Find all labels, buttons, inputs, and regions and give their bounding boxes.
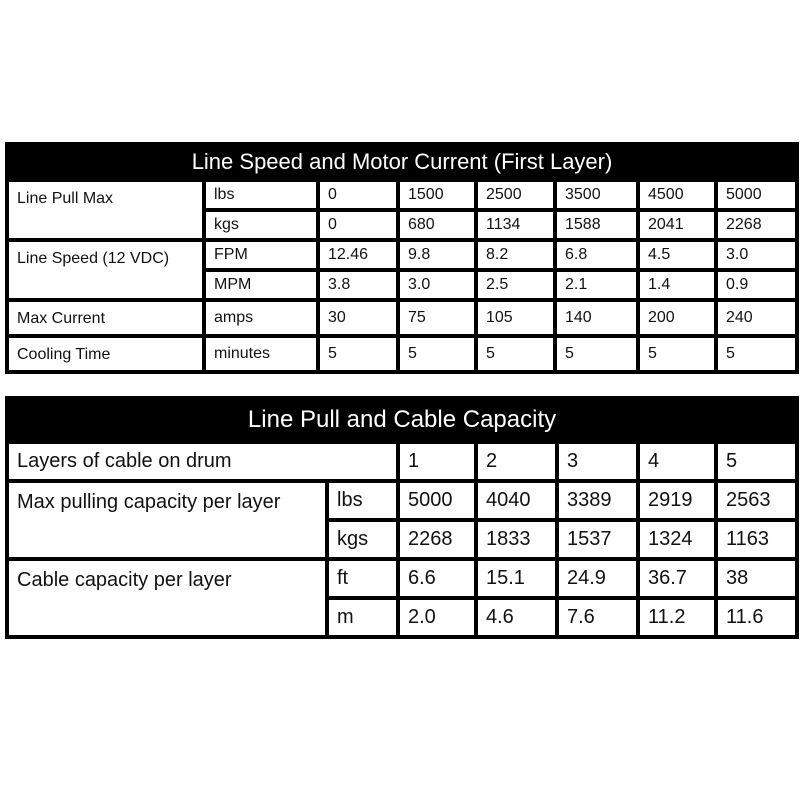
value-cell: 2268 — [713, 208, 800, 242]
table-row: Max Current amps 30 75 105 140 200 240 — [5, 298, 800, 338]
unit-cell: lbs — [202, 178, 320, 212]
row-label: Line Pull Max — [5, 178, 206, 242]
value-cell: 1833 — [474, 518, 559, 561]
value-cell: 2500 — [474, 178, 557, 212]
table-row: Max pulling capacity per layer lbs 5000 404… — [5, 479, 800, 561]
unit-cell: kgs — [202, 208, 320, 242]
value-cell: 12.46 — [316, 238, 400, 272]
table-row: Layers of cable on drum 1 2 3 4 5 — [5, 440, 800, 483]
table-row: Cable capacity per layer ft 6.6 15.1 24.9 36.… — [5, 557, 800, 639]
value-cell: 3500 — [553, 178, 640, 212]
line-speed-motor-current-table: Line Speed and Motor Current (First Laye… — [4, 142, 800, 374]
value-cell: 3.8 — [316, 268, 400, 302]
value-cell: 3.0 — [396, 268, 478, 302]
unit-cell: ft — [325, 557, 400, 600]
value-cell: 11.2 — [636, 596, 718, 639]
value-cell: 36.7 — [636, 557, 718, 600]
value-cell: 7.6 — [555, 596, 640, 639]
value-cell: 105 — [474, 298, 557, 338]
value-cell: 30 — [316, 298, 400, 338]
value-cell: 1588 — [553, 208, 640, 242]
value-cell: 9.8 — [396, 238, 478, 272]
value-cell: 15.1 — [474, 557, 559, 600]
layer-cell: 4 — [636, 440, 718, 483]
unit-cell: MPM — [202, 268, 320, 302]
value-cell: 1324 — [636, 518, 718, 561]
value-cell: 1500 — [396, 178, 478, 212]
value-cell: 3.0 — [713, 238, 800, 272]
value-cell: 3389 — [555, 479, 640, 522]
value-cell: 2041 — [636, 208, 718, 242]
value-cell: 5 — [713, 334, 800, 374]
row-label: Cable capacity per layer — [5, 557, 329, 639]
value-cell: 4.6 — [474, 596, 559, 639]
value-cell: 38 — [713, 557, 800, 600]
value-cell: 8.2 — [474, 238, 557, 272]
layer-cell: 1 — [396, 440, 478, 483]
table-row: Line Speed (12 VDC) FPM 12.46 9.8 8.2 6.8 4.5 3… — [5, 238, 800, 302]
value-cell: 5 — [316, 334, 400, 374]
value-cell: 4500 — [636, 178, 718, 212]
value-cell: 4.5 — [636, 238, 718, 272]
value-cell: 1163 — [713, 518, 800, 561]
value-cell: 24.9 — [555, 557, 640, 600]
value-cell: 240 — [713, 298, 800, 338]
table-title: Line Pull and Cable Capacity — [4, 396, 800, 444]
value-cell: 75 — [396, 298, 478, 338]
value-cell: 200 — [636, 298, 718, 338]
row-label: Line Speed (12 VDC) — [5, 238, 206, 302]
value-cell: 5 — [396, 334, 478, 374]
unit-cell: lbs — [325, 479, 400, 522]
table-title: Line Speed and Motor Current (First Laye… — [4, 142, 800, 182]
value-cell: 0 — [316, 208, 400, 242]
value-cell: 5 — [553, 334, 640, 374]
value-cell: 1537 — [555, 518, 640, 561]
value-cell: 2.0 — [396, 596, 478, 639]
value-cell: 5 — [474, 334, 557, 374]
layer-cell: 2 — [474, 440, 559, 483]
value-cell: 5000 — [396, 479, 478, 522]
unit-cell: FPM — [202, 238, 320, 272]
table-row: kgs 0 680 1134 1588 2041 2268 — [7, 208, 800, 242]
table-row: m 2.0 4.6 7.6 11.2 11.6 — [7, 596, 800, 639]
row-label: Max pulling capacity per layer — [5, 479, 329, 561]
layer-cell: 3 — [555, 440, 640, 483]
row-label: Max Current — [5, 298, 206, 338]
value-cell: 1.4 — [636, 268, 718, 302]
value-cell: 2.5 — [474, 268, 557, 302]
unit-cell: amps — [202, 298, 320, 338]
value-cell: 680 — [396, 208, 478, 242]
value-cell: 1134 — [474, 208, 557, 242]
table-row: Cooling Time minutes 5 5 5 5 5 5 — [5, 334, 800, 374]
value-cell: 11.6 — [713, 596, 800, 639]
value-cell: 2268 — [396, 518, 478, 561]
unit-cell: m — [325, 596, 400, 639]
value-cell: 0 — [316, 178, 400, 212]
value-cell: 4040 — [474, 479, 559, 522]
value-cell: 5000 — [713, 178, 800, 212]
table-row: kgs 2268 1833 1537 1324 1163 — [7, 518, 800, 561]
value-cell: 2.1 — [553, 268, 640, 302]
unit-cell: minutes — [202, 334, 320, 374]
value-cell: 5 — [636, 334, 718, 374]
value-cell: 0.9 — [713, 268, 800, 302]
row-label: Layers of cable on drum — [5, 440, 400, 483]
value-cell: 6.6 — [396, 557, 478, 600]
value-cell: 140 — [553, 298, 640, 338]
row-label: Cooling Time — [5, 334, 206, 374]
value-cell: 6.8 — [553, 238, 640, 272]
line-pull-cable-capacity-table: Line Pull and Cable Capacity Layers of c… — [4, 396, 800, 639]
value-cell: 2919 — [636, 479, 718, 522]
table-row: MPM 3.8 3.0 2.5 2.1 1.4 0.9 — [7, 268, 800, 302]
unit-cell: kgs — [325, 518, 400, 561]
layer-cell: 5 — [713, 440, 800, 483]
value-cell: 2563 — [713, 479, 800, 522]
table-row: Line Pull Max lbs 0 1500 2500 3500 4500 5000 — [5, 178, 800, 242]
